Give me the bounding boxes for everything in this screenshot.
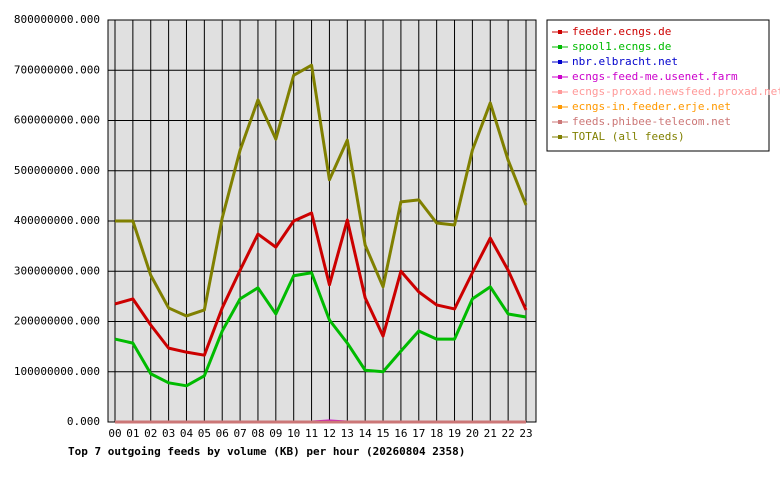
legend-marker [558,105,562,109]
legend-label: nbr.elbracht.net [572,55,678,68]
x-tick-label: 17 [412,427,425,440]
legend-label: ecngs-proxad.newsfeed.proxad.net [572,85,780,98]
x-tick-label: 12 [323,427,336,440]
legend-label: TOTAL (all feeds) [572,130,685,143]
legend-marker [558,120,562,124]
series-line [114,271,527,388]
legend-label: feeds.phibee-telecom.net [572,115,731,128]
x-tick-label: 21 [484,427,497,440]
legend-marker [558,135,562,139]
x-tick-label: 00 [108,427,121,440]
x-tick-label: 01 [126,427,139,440]
x-tick-label: 23 [519,427,532,440]
x-tick-label: 18 [430,427,443,440]
x-tick-label: 15 [376,427,389,440]
y-tick-label: 700000000.000 [14,63,100,76]
y-tick-label: 800000000.000 [14,13,100,26]
y-tick-label: 100000000.000 [14,365,100,378]
x-tick-label: 03 [162,427,175,440]
legend-box [546,19,770,152]
x-tick-label: 11 [305,427,318,440]
series-line [114,211,528,357]
x-tick-label: 02 [144,427,157,440]
y-tick-label: 400000000.000 [14,214,100,227]
legend-label: ecngs-feed-me.usenet.farm [572,70,738,83]
legend-marker [558,45,562,49]
y-tick-label: 300000000.000 [14,264,100,277]
legend-marker [558,75,562,79]
x-tick-label: 19 [448,427,461,440]
y-tick-label: 500000000.000 [14,164,100,177]
y-tick-label: 600000000.000 [14,114,100,127]
x-tick-label: 20 [466,427,479,440]
legend-marker [558,30,562,34]
x-tick-label: 09 [269,427,282,440]
x-tick-label: 10 [287,427,300,440]
legend-marker [558,90,562,94]
series-line [115,63,528,318]
legend-label: spool1.ecngs.de [572,40,671,53]
chart-title: Top 7 outgoing feeds by volume (KB) per … [68,445,465,458]
x-tick-label: 22 [502,427,515,440]
x-tick-label: 07 [233,427,246,440]
x-tick-label: 05 [198,427,211,440]
x-tick-label: 16 [394,427,407,440]
x-tick-label: 06 [216,427,229,440]
y-tick-label: 0.000 [67,415,100,428]
x-tick-label: 04 [180,427,194,440]
legend-marker [558,60,562,64]
x-tick-label: 14 [359,427,373,440]
legend-label: ecngs-in.feeder.erje.net [572,100,731,113]
x-tick-label: 08 [251,427,264,440]
x-tick-label: 13 [341,427,354,440]
y-tick-label: 200000000.000 [14,315,100,328]
legend-label: feeder.ecngs.de [572,25,671,38]
